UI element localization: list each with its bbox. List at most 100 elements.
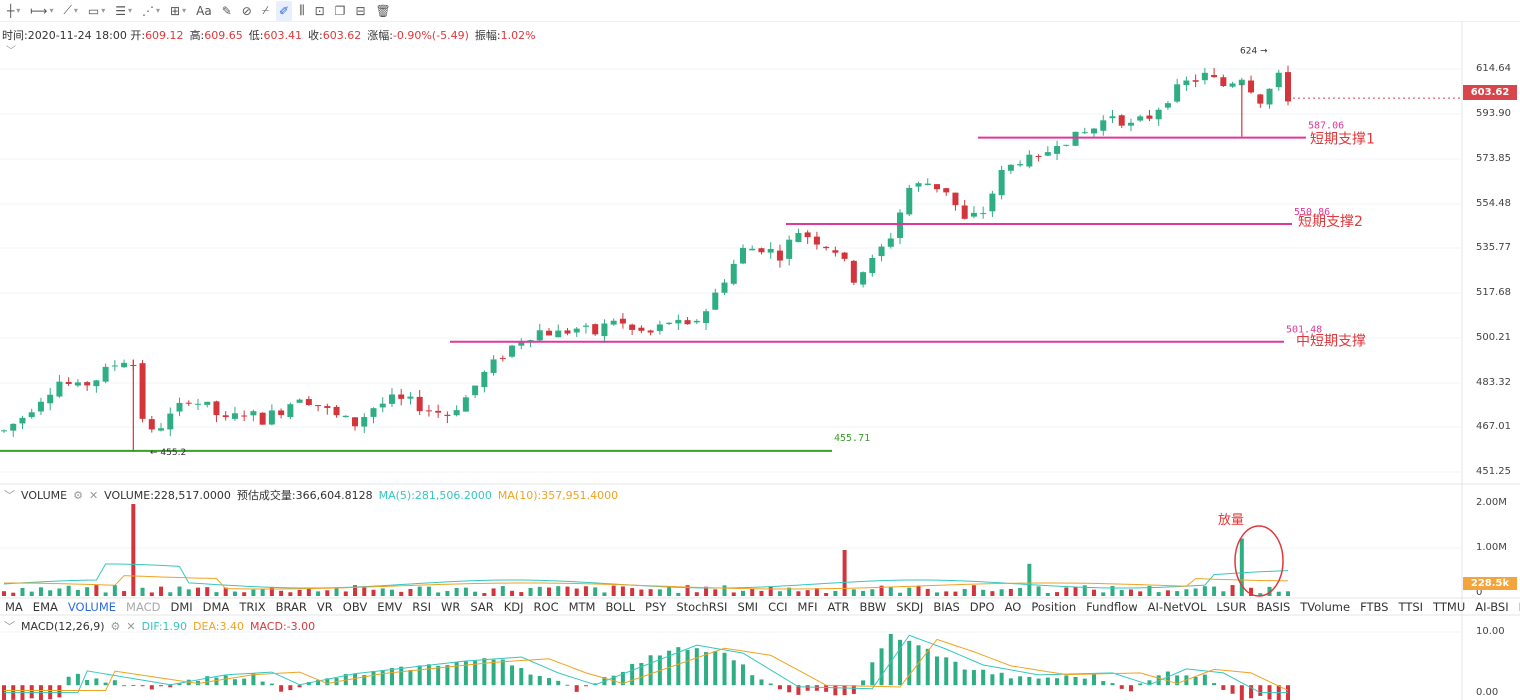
tab-obv[interactable]: OBV [342, 600, 368, 614]
volume-settings-icon[interactable]: ⚙ [73, 488, 83, 502]
macd-close-icon[interactable]: ✕ [126, 619, 136, 633]
horizontal-ray-icon[interactable]: ⟼ ▾ [27, 1, 56, 21]
tab-macd[interactable]: MACD [126, 600, 161, 614]
collapse-chevron-icon[interactable]: ﹀ [6, 46, 16, 57]
macd-histogram-bar [417, 665, 422, 686]
macd-settings-icon[interactable]: ⚙ [110, 619, 121, 633]
tab-emv[interactable]: EMV [377, 600, 403, 614]
volume-bar [1064, 587, 1069, 596]
macd-collapse-icon[interactable]: ﹀ [4, 620, 15, 633]
tab-rsi[interactable]: RSI [412, 600, 431, 614]
tab-lsur[interactable]: LSUR [1216, 600, 1247, 614]
tab-roc[interactable]: ROC [533, 600, 559, 614]
high-value: 609.65 [204, 29, 243, 42]
chevron-down-icon[interactable]: ▾ [73, 6, 78, 15]
tab-smi[interactable]: SMI [737, 600, 759, 614]
chevron-down-icon[interactable]: ▾ [182, 6, 187, 15]
measure-icon[interactable]: ⊞ ▾ [167, 1, 189, 21]
tab-mtm[interactable]: MTM [568, 600, 596, 614]
volume-bar [1147, 585, 1152, 596]
tab-ftbs[interactable]: FTBS [1360, 600, 1389, 614]
volume-bar [971, 585, 976, 596]
fib-lines-icon[interactable]: ☰ ▾ [112, 1, 135, 21]
macd-histogram-bar [279, 685, 284, 692]
volume-bar [177, 586, 182, 596]
macd-histogram-bar [260, 681, 265, 686]
candle-mode-icon[interactable]: ⫼ [296, 1, 308, 21]
tab-mfi[interactable]: MFI [797, 600, 818, 614]
trendline-icon[interactable]: ⟋ ▾ [60, 1, 80, 21]
volume-bar [353, 585, 358, 596]
volume-ma10: MA(10):357,951.4000 [497, 488, 619, 502]
magnet-icon[interactable]: ⊘ [239, 1, 255, 21]
macd-histogram-bar [1147, 680, 1152, 686]
tab-position[interactable]: Position [1031, 600, 1077, 614]
crosshair-icon[interactable]: ┼ ▾ [4, 1, 23, 21]
chevron-down-icon[interactable]: ▾ [16, 6, 21, 15]
tab-ttmu[interactable]: TTMU [1433, 600, 1466, 614]
tab-ao[interactable]: AO [1004, 600, 1022, 614]
candle-body [324, 406, 331, 408]
volume-bar [1175, 591, 1180, 596]
tab-ttsi[interactable]: TTSI [1398, 600, 1424, 614]
candle-body [1137, 116, 1144, 121]
text-icon[interactable]: Aa [193, 1, 215, 21]
macd-value: MACD:-3.00 [249, 619, 316, 633]
volume-collapse-icon[interactable]: ﹀ [4, 489, 15, 502]
macd-histogram-bar [380, 670, 385, 686]
close-label: 收: [308, 29, 323, 42]
volume-bar [1276, 591, 1281, 596]
tab-dpo[interactable]: DPO [969, 600, 995, 614]
tab-dma[interactable]: DMA [202, 600, 230, 614]
tab-sar[interactable]: SAR [470, 600, 494, 614]
tab-ma[interactable]: MA [5, 600, 23, 614]
tab-wr[interactable]: WR [440, 600, 461, 614]
tab-skdj[interactable]: SKDJ [896, 600, 924, 614]
tab-stochrsi[interactable]: StochRSI [676, 600, 728, 614]
volume-ma5: MA(5):281,506.2000 [378, 488, 492, 502]
volume-bar [657, 589, 662, 596]
last-price-tag: 603.62 [1463, 85, 1517, 100]
tab-volume[interactable]: VOLUME [67, 600, 117, 614]
volume-bar [519, 592, 524, 596]
tab-dmi[interactable]: DMI [170, 600, 193, 614]
lock-icon[interactable]: ⊡ [312, 1, 328, 21]
tab-mlr[interactable]: MLR [1514, 600, 1520, 614]
chevron-down-icon[interactable]: ▾ [101, 6, 106, 15]
draw-mode-icon[interactable]: ✐ [276, 0, 293, 21]
tab-ai-netvol[interactable]: AI-NetVOL [1147, 600, 1207, 614]
volume-close-icon[interactable]: ✕ [88, 488, 99, 502]
tab-boll[interactable]: BOLL [605, 600, 636, 614]
tab-cci[interactable]: CCI [768, 600, 788, 614]
rectangle-icon[interactable]: ▭ ▾ [85, 1, 108, 21]
chevron-down-icon[interactable]: ▾ [49, 6, 54, 15]
tab-brar[interactable]: BRAR [275, 600, 307, 614]
chevron-down-icon[interactable]: ▾ [156, 6, 161, 15]
tab-basis[interactable]: BASIS [1256, 600, 1291, 614]
tab-bias[interactable]: BIAS [933, 600, 960, 614]
copy-icon[interactable]: ❐ [332, 1, 349, 21]
brush-icon[interactable]: ✎ [219, 1, 235, 21]
tab-bbw[interactable]: BBW [859, 600, 887, 614]
macd-histogram-bar [731, 660, 736, 686]
chevron-down-icon[interactable]: ▾ [128, 6, 133, 15]
ruler-icon[interactable]: ⌿ [259, 1, 272, 21]
macd-histogram-bar [833, 685, 838, 696]
tab-fundflow[interactable]: Fundflow [1086, 600, 1138, 614]
macd-histogram-bar [306, 682, 311, 686]
tab-ai-bsi[interactable]: AI-BSI [1475, 600, 1509, 614]
trash-icon[interactable]: 🗑 [373, 1, 394, 21]
tab-atr[interactable]: ATR [827, 600, 850, 614]
volume-indicator-header: ﹀ VOLUME ⚙ ✕ VOLUME:228,517.0000 预估成交量:3… [4, 487, 618, 503]
macd-histogram-bar [94, 678, 99, 686]
tab-trix[interactable]: TRIX [239, 600, 266, 614]
tab-kdj[interactable]: KDJ [503, 600, 524, 614]
tab-tvolume[interactable]: TVolume [1300, 600, 1351, 614]
volume-bar [870, 589, 875, 596]
tab-ema[interactable]: EMA [32, 600, 58, 614]
hide-icon[interactable]: ⊟ [352, 1, 368, 21]
tab-vr[interactable]: VR [316, 600, 333, 614]
pattern-icon[interactable]: ⋰ ▾ [139, 1, 163, 21]
tab-psy[interactable]: PSY [645, 600, 667, 614]
